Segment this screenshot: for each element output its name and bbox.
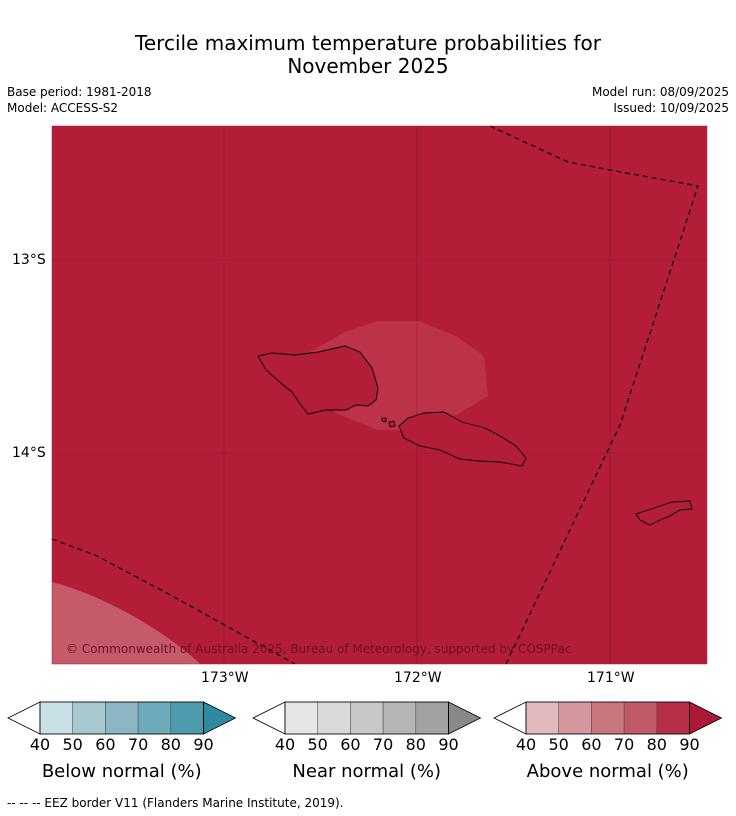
chart-title-line-2: November 2025 xyxy=(287,54,449,78)
colorbar-extend-high xyxy=(448,701,482,735)
colorbar-extend-low xyxy=(252,701,286,735)
colorbar-tick-label: 90 xyxy=(679,735,700,754)
colorbar-outline xyxy=(525,701,690,735)
colorbar-extend-low xyxy=(493,701,527,735)
colorbar-outline xyxy=(39,701,204,735)
colorbar-segment xyxy=(525,701,559,735)
colorbar-segment xyxy=(558,701,592,735)
colorbar-tick-label: 50 xyxy=(307,735,328,754)
colorbar-tick-label: 70 xyxy=(613,735,635,754)
islet-icon xyxy=(381,417,387,423)
colorbar-tick-label: 40 xyxy=(515,735,537,754)
upolu-island xyxy=(398,411,527,467)
colorbar-segment xyxy=(415,701,449,735)
islet-icon xyxy=(388,420,396,428)
colorbar-tick-label: 60 xyxy=(581,735,602,754)
tutuila-island xyxy=(635,500,693,526)
colorbar-extend-high xyxy=(203,701,237,735)
colorbar-tick-label: 60 xyxy=(95,735,116,754)
lat-tick-14s: 14°S xyxy=(12,445,46,461)
colorbar-tick-label: 70 xyxy=(372,735,394,754)
colorbar-segment xyxy=(137,701,172,735)
eez-footnote: -- -- -- EEZ border V11 (Flanders Marine… xyxy=(7,796,344,810)
colorbar-above-normal xyxy=(493,701,723,735)
lat-tick-13s: 13°S xyxy=(12,252,46,268)
colorbar-below-normal xyxy=(7,701,237,735)
model-name: Model: ACCESS-S2 xyxy=(7,101,119,115)
colorbar-segment xyxy=(350,701,384,735)
colorbar-tick-label: 50 xyxy=(62,735,83,754)
colorbar-tick-label: 60 xyxy=(340,735,361,754)
colorbar-outline xyxy=(284,701,449,735)
copyright-text: © Commonwealth of Australia 2025, Bureau… xyxy=(66,642,571,656)
colorbar-segment xyxy=(170,701,204,735)
lon-tick-171w: 171°W xyxy=(587,670,635,686)
colorbar-segment xyxy=(382,701,417,735)
colorbar-tick-label: 90 xyxy=(193,735,214,754)
chart-title-line-1: Tercile maximum temperature probabilitie… xyxy=(135,31,601,55)
colorbar-segment xyxy=(591,701,625,735)
colorbar-segment xyxy=(623,701,658,735)
colorbar-tick-label: 80 xyxy=(405,735,426,754)
colorbar-tick-label: 80 xyxy=(160,735,181,754)
savaii-island xyxy=(257,345,379,415)
map-frame xyxy=(51,125,708,665)
issued-date: Issued: 10/09/2025 xyxy=(613,101,729,115)
colorbar-segment xyxy=(72,701,106,735)
base-period: Base period: 1981-2018 xyxy=(7,85,152,99)
map-gridlines xyxy=(52,126,707,664)
colorbar-extend-low xyxy=(7,701,41,735)
colorbar-tick-label: 40 xyxy=(274,735,296,754)
eez-border xyxy=(52,126,699,664)
colorbar-tick-label: 80 xyxy=(646,735,667,754)
colorbar-tick-label: 90 xyxy=(438,735,459,754)
colorbar-near-normal xyxy=(252,701,482,735)
colorbar-segment xyxy=(39,701,73,735)
lon-tick-173w: 173°W xyxy=(201,670,249,686)
colorbar-segment xyxy=(317,701,351,735)
colorbar-tick-label: 50 xyxy=(548,735,569,754)
colorbar-tick-label: 70 xyxy=(127,735,149,754)
lon-tick-172w: 172°W xyxy=(394,670,442,686)
colorbar-label: Above normal (%) xyxy=(526,761,689,782)
colorbar-label: Below normal (%) xyxy=(41,761,202,782)
model-run-date: Model run: 08/09/2025 xyxy=(591,85,729,99)
colorbar-segment xyxy=(656,701,690,735)
colorbar-extend-high xyxy=(689,701,723,735)
probability-region-60-70 xyxy=(52,582,200,664)
colorbar-tick-label: 40 xyxy=(29,735,51,754)
colorbar-segment xyxy=(105,701,139,735)
colorbar-label: Near normal (%) xyxy=(292,761,442,782)
colorbar-segment xyxy=(284,701,318,735)
